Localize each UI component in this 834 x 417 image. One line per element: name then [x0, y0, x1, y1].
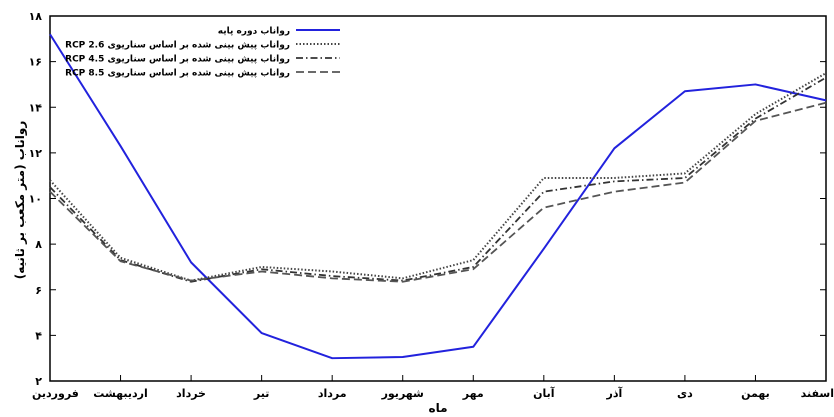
- x-axis-ticks: فروردین اردیبهشت خرداد تیر مرداد شهریور مهر آبا…: [32, 375, 834, 400]
- y-tick-label: ۱۴: [29, 101, 43, 114]
- y-tick-label: ۶: [35, 284, 42, 297]
- x-tick-label: تیر: [253, 387, 269, 400]
- legend-label-1: رواناب دوره پایه: [218, 27, 290, 37]
- y-axis-ticks: ۲ ۴ ۶ ۸ ۱۰ ۱۲ ۱۴ ۱۶ ۱۸: [29, 10, 826, 388]
- series-line-2: [49, 72, 827, 282]
- y-axis-title: رواناب (متر مکعب بر ثانیه): [13, 121, 28, 280]
- x-tick-label: اردیبهشت: [93, 387, 147, 400]
- series-line-1: [49, 33, 827, 360]
- y-tick-label: ۱۶: [29, 56, 42, 69]
- y-tick-label: ۱۲: [29, 147, 43, 160]
- legend-label-3: RCP 4.5 رواناب پیش بینی شده بر اساس سنار…: [65, 55, 290, 65]
- x-tick-label: اسفند: [801, 387, 834, 400]
- series-line-4: [49, 101, 827, 283]
- y-tick-label: ۴: [35, 329, 42, 342]
- x-tick-label: فروردین: [32, 387, 79, 400]
- legend: رواناب دوره پایه RCP 2.6 رواناب پیش بینی …: [65, 27, 340, 79]
- y-tick-label: ۱۸: [29, 10, 43, 23]
- x-tick-label: مرداد: [318, 387, 347, 400]
- x-tick-label: آبان: [533, 386, 555, 400]
- series-layer: [49, 33, 827, 360]
- series-line-3: [49, 76, 827, 283]
- legend-label-2: RCP 2.6 رواناب پیش بینی شده بر اساس سنار…: [65, 41, 290, 51]
- x-tick-label: دی: [677, 387, 693, 400]
- legend-label-4: RCP 8.5 رواناب پیش بینی شده بر اساس سنار…: [65, 69, 290, 79]
- x-axis-title: ماه: [428, 401, 447, 415]
- x-tick-label: مهر: [462, 387, 484, 400]
- y-tick-label: ۱۰: [29, 193, 42, 206]
- x-tick-label: آذر: [605, 386, 622, 400]
- x-tick-label: شهریور: [381, 387, 424, 400]
- y-tick-label: ۲: [35, 375, 42, 388]
- x-tick-label: خرداد: [176, 387, 206, 400]
- x-tick-label: بهمن: [741, 387, 770, 400]
- y-tick-label: ۸: [35, 238, 42, 251]
